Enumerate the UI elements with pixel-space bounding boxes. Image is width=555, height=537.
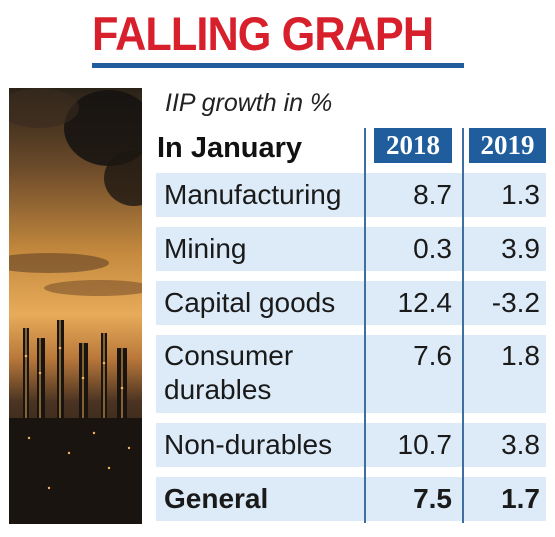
row-label: Consumer [164,340,294,371]
value-2018: 8.7 [413,179,452,210]
row-label: Non-durables [164,429,333,460]
row-label: Capital goods [164,287,336,318]
table-row: Consumer durables 7.6 1.8 [156,335,546,413]
table-row: Manufacturing 8.7 1.3 [156,173,546,217]
value-2019: 1.7 [501,483,540,514]
value-2019: 3.9 [501,233,540,264]
value-2018: 7.6 [413,340,452,371]
table-row: Non-durables 10.7 3.8 [156,423,546,467]
value-2019: 3.8 [501,429,540,460]
value-2018: 10.7 [397,429,453,460]
row-label: General [164,483,269,514]
row-label: Manufacturing [164,179,342,210]
industrial-skyline-image [9,88,142,524]
table-row: Capital goods 12.4 -3.2 [156,281,546,325]
title-underline [92,63,464,68]
column-header-2018: 2018 [374,128,452,163]
table-row: Mining 0.3 3.9 [156,227,546,271]
row-label-line2: durables [164,374,272,405]
value-2018: 12.4 [397,287,453,318]
row-label: Mining [164,233,247,264]
chart-subtitle: IIP growth in % [165,89,333,117]
value-2019: 1.8 [501,340,540,371]
value-2019: 1.3 [501,179,540,210]
column-divider [462,128,464,523]
column-divider [364,128,366,523]
value-2019: -3.2 [491,287,540,318]
row-header: In January [157,132,303,164]
column-header-2019: 2019 [469,128,546,163]
table-row-total: General 7.5 1.7 [156,477,546,521]
value-2018: 0.3 [413,233,452,264]
value-2018: 7.5 [413,483,452,514]
page-title: FALLING GRAPH [92,7,434,60]
